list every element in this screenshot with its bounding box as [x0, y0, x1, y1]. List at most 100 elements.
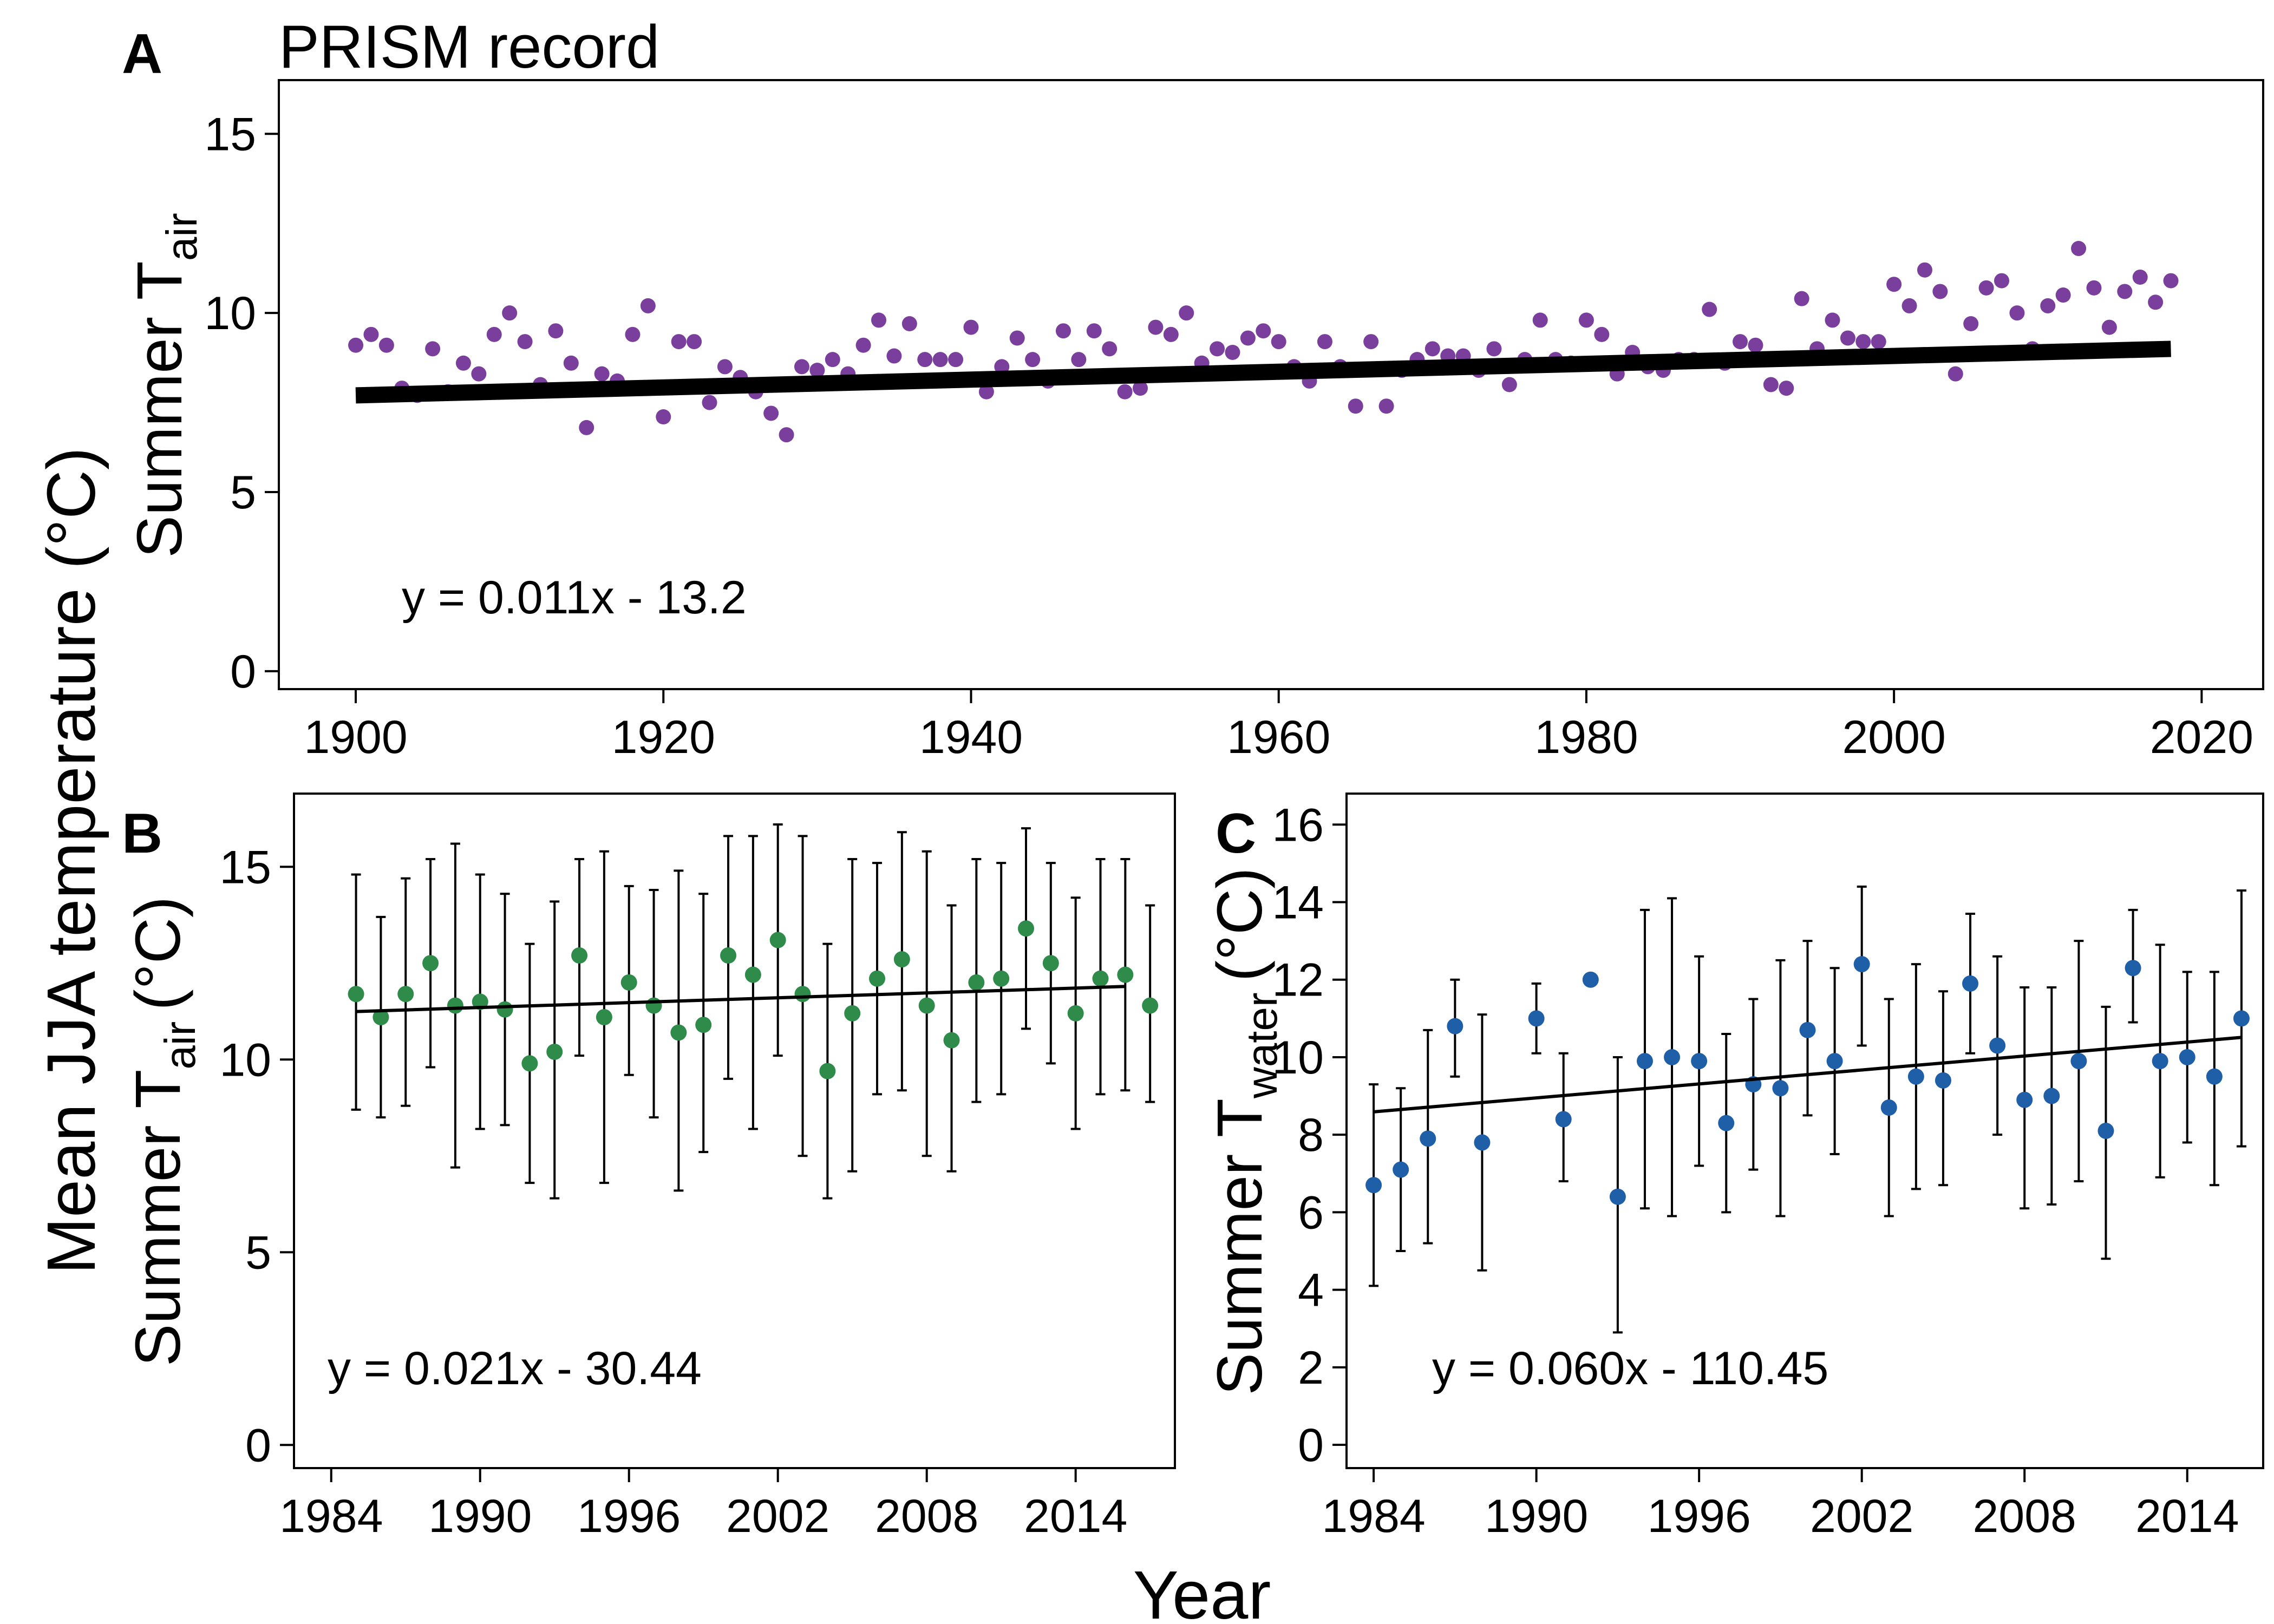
- panel-a-data-point: [502, 305, 518, 321]
- panel-a-data-point: [1240, 330, 1256, 346]
- panel-a-data-point: [917, 352, 933, 368]
- panel-c-y-axis-label: Summer Twater (°C): [1204, 867, 1286, 1395]
- panel-c-points: [1365, 956, 2250, 1205]
- panel-a-data-point: [1794, 291, 1809, 306]
- panel-a-data-point: [640, 298, 656, 313]
- panel-b-data-point: [943, 1032, 960, 1049]
- panel-c-data-point: [1907, 1068, 1924, 1085]
- panel-a-data-point: [348, 337, 364, 353]
- panel-a-data-point: [1148, 319, 1164, 335]
- panel-c-x-tick-label: 1996: [1647, 1490, 1750, 1542]
- panel-a-data-point: [794, 359, 809, 375]
- panel-a-data-point: [932, 352, 948, 368]
- panel-b-data-point: [769, 932, 786, 948]
- panel-b-y-tick-label: 15: [219, 841, 271, 893]
- panel-b-data-point: [968, 974, 985, 991]
- panel-b-x-ticks: 1984 1990 1996 2002 2008 2014: [279, 1468, 1127, 1542]
- panel-a-data-point: [656, 409, 671, 425]
- panel-a-data-point: [625, 326, 641, 342]
- panel-c-data-point: [1365, 1177, 1382, 1194]
- panel-a-data-point: [809, 363, 825, 378]
- panel-c-y-tick-label: 8: [1298, 1109, 1324, 1161]
- panel-b-y-axis-label-unit: (°C): [122, 896, 194, 1011]
- panel-a-data-point: [594, 366, 610, 382]
- panel-a-data-point: [763, 405, 779, 421]
- panel-c-letter: C: [1216, 802, 1256, 865]
- panel-a-data-point: [717, 359, 733, 375]
- panel-a-points: [348, 241, 2179, 443]
- panel-b-data-point: [819, 1063, 836, 1079]
- panel-a-data-point: [978, 384, 994, 400]
- panel-c-x-tick-label: 2014: [2135, 1490, 2239, 1542]
- panel-b-y-tick-label: 0: [245, 1419, 271, 1471]
- panel-c-data-point: [1474, 1134, 1491, 1151]
- panel-a-data-point: [1702, 302, 1717, 317]
- panel-b-data-point: [1067, 1005, 1084, 1021]
- panel-a-equation: y = 0.011x - 13.2: [402, 572, 747, 624]
- panel-a-data-point: [1163, 326, 1179, 342]
- panel-a-x-tick-label: 1920: [612, 711, 715, 763]
- panel-b-data-point: [720, 947, 737, 964]
- panel-c-y-tick-label: 0: [1298, 1419, 1324, 1471]
- panel-a-data-point: [2009, 305, 2025, 321]
- panel-a-data-point: [886, 348, 902, 364]
- panel-b-data-point: [496, 1001, 513, 1018]
- panel-c-data-point: [1880, 1099, 1897, 1116]
- panel-c-y-axis-label-unit: (°C): [1204, 867, 1276, 981]
- panel-a-data-point: [2071, 241, 2087, 257]
- panel-b-data-point: [744, 966, 761, 983]
- panel-c-data-point: [1772, 1080, 1789, 1097]
- panel-b-plot-frame: [293, 793, 1176, 1469]
- panel-c-data-point: [1989, 1037, 2006, 1054]
- panel-a-data-point: [2148, 294, 2164, 310]
- panel-b-error-bars: [351, 823, 1155, 1200]
- panel-a-data-point: [1917, 262, 1932, 278]
- panel-c-error-bars: [1369, 885, 2246, 1334]
- panel-b-data-point: [918, 997, 935, 1014]
- panel-b-x-tick-label: 1996: [577, 1490, 681, 1542]
- panel-a-data-point: [994, 359, 1010, 375]
- panel-a-data-point: [1901, 298, 1917, 313]
- panel-c-data-point: [1555, 1111, 1572, 1128]
- panel-b-data-point: [869, 970, 886, 987]
- panel-a-data-point: [2117, 284, 2133, 299]
- panel-a-data-point: [702, 395, 717, 410]
- panel-c-x-tick-label: 2002: [1810, 1490, 1913, 1542]
- panel-a-x-tick-label: 2020: [2150, 711, 2253, 763]
- panel-a-data-point: [2132, 269, 2148, 285]
- panel-a-data-point: [1855, 334, 1871, 350]
- panel-b-data-point: [1018, 920, 1035, 937]
- panel-a-data-point: [1071, 352, 1087, 368]
- panel-b-data-point: [348, 986, 364, 1003]
- panel-a-y-ticks: 0 5 10 15: [204, 108, 279, 698]
- panel-a-data-point: [1102, 341, 1118, 357]
- panel-a-letter: A: [122, 23, 162, 86]
- panel-a-data-point: [378, 337, 394, 353]
- panel-c-data-point: [1393, 1161, 1409, 1178]
- panel-c-plot-frame: [1345, 793, 2264, 1469]
- panel-a-data-point: [563, 355, 579, 371]
- panel-a-y-axis-label: Summer Tair: [124, 213, 206, 558]
- panel-b-y-axis-label-sub: air: [156, 1021, 204, 1070]
- panel-b-x-tick-label: 1990: [428, 1490, 532, 1542]
- panel-b-data-point: [596, 1009, 612, 1025]
- panel-a-data-point: [1963, 316, 1979, 331]
- panel-b-data-point: [993, 970, 1010, 987]
- panel-a-data-point: [1225, 344, 1240, 360]
- panel-b-data-point: [521, 1055, 538, 1072]
- panel-a-data-point: [455, 355, 471, 371]
- panel-c-fit: [1373, 1036, 2242, 1114]
- panel-a-fit-line: [355, 340, 2171, 404]
- panel-b-data-point: [620, 974, 637, 991]
- panel-b-data-point: [422, 955, 439, 972]
- panel-c-x-tick-label: 1984: [1322, 1490, 1425, 1542]
- panel-c-data-point: [1664, 1049, 1681, 1065]
- panel-c-data-point: [1935, 1072, 1951, 1089]
- panel-a-data-point: [1256, 323, 1271, 339]
- panel-b-data-point: [1142, 997, 1159, 1014]
- panel-c-data-point: [2016, 1091, 2033, 1108]
- panel-a-data-point: [1763, 377, 1779, 392]
- panel-c-data-point: [1826, 1053, 1843, 1070]
